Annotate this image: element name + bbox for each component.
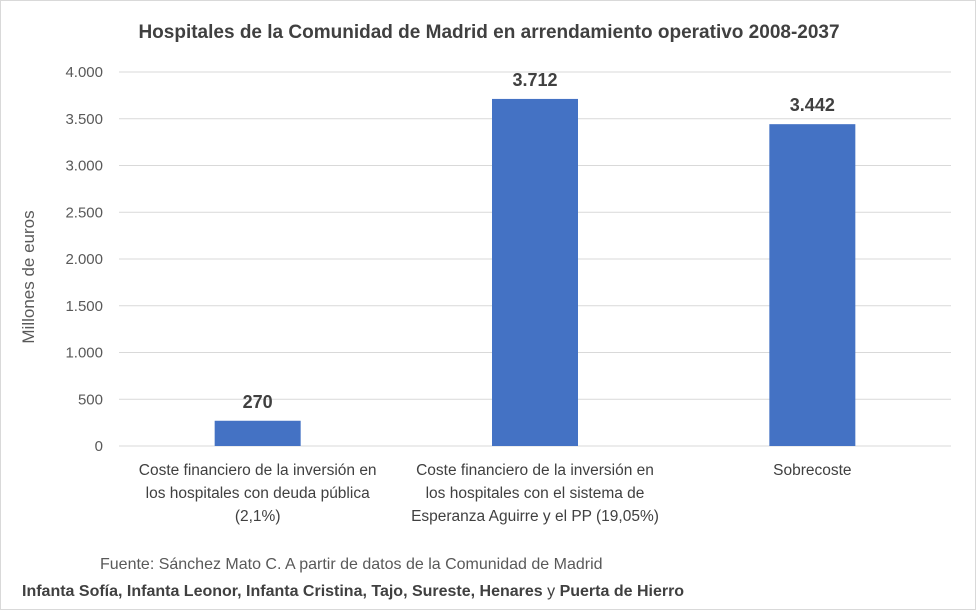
bar xyxy=(492,98,578,446)
x-category-line: Sobrecoste xyxy=(773,462,851,479)
x-category-line: (2,1%) xyxy=(235,508,281,525)
y-tick-label: 3.000 xyxy=(65,158,103,175)
x-category-line: Coste financiero de la inversión en xyxy=(139,462,377,479)
bar xyxy=(769,124,856,446)
y-axis-ticks: 0 500 1.000 1.500 2.000 2.500 3.000 3.500 4.000 xyxy=(65,64,103,455)
y-tick-label: 2.000 xyxy=(65,251,103,268)
y-tick-label: 500 xyxy=(78,391,103,408)
data-label: 3.442 xyxy=(790,95,835,115)
hospitals-list-connector: y xyxy=(547,583,556,600)
source-note: Fuente: Sánchez Mato C. A partir de dato… xyxy=(100,556,603,573)
y-tick-label: 3.500 xyxy=(65,111,103,128)
hospitals-list: Infanta Sofía, Infanta Leonor, Infanta C… xyxy=(22,583,684,601)
x-category-label: Coste financiero de la inversión en los h… xyxy=(411,462,659,525)
data-labels: 270 3.712 3.442 xyxy=(243,70,835,412)
x-category-label: Coste financiero de la inversión en los h… xyxy=(139,462,377,525)
bars xyxy=(214,98,856,446)
x-category-label: Sobrecoste xyxy=(773,462,851,479)
y-tick-label: 4.000 xyxy=(65,64,103,81)
y-tick-label: 1.500 xyxy=(65,298,103,315)
hospitals-list-prefix: Infanta Sofía, Infanta Leonor, Infanta C… xyxy=(22,583,548,600)
hospitals-list-suffix: Puerta de Hierro xyxy=(555,583,685,600)
bar xyxy=(214,420,301,446)
x-category-line: Esperanza Aguirre y el PP (19,05%) xyxy=(411,508,659,525)
x-category-line: los hospitales con deuda pública xyxy=(146,485,370,502)
y-tick-label: 2.500 xyxy=(65,204,103,221)
x-category-line: los hospitales con el sistema de xyxy=(426,485,645,502)
x-category-line: Coste financiero de la inversión en xyxy=(416,462,654,479)
data-label: 270 xyxy=(243,392,273,412)
y-tick-label: 1.000 xyxy=(65,345,103,362)
y-axis-label: Millones de euros xyxy=(19,210,38,343)
y-tick-label: 0 xyxy=(95,438,103,455)
x-axis-categories: Coste financiero de la inversión en los h… xyxy=(139,462,852,525)
chart-title: Hospitales de la Comunidad de Madrid en … xyxy=(138,22,839,43)
data-label: 3.712 xyxy=(512,70,557,90)
